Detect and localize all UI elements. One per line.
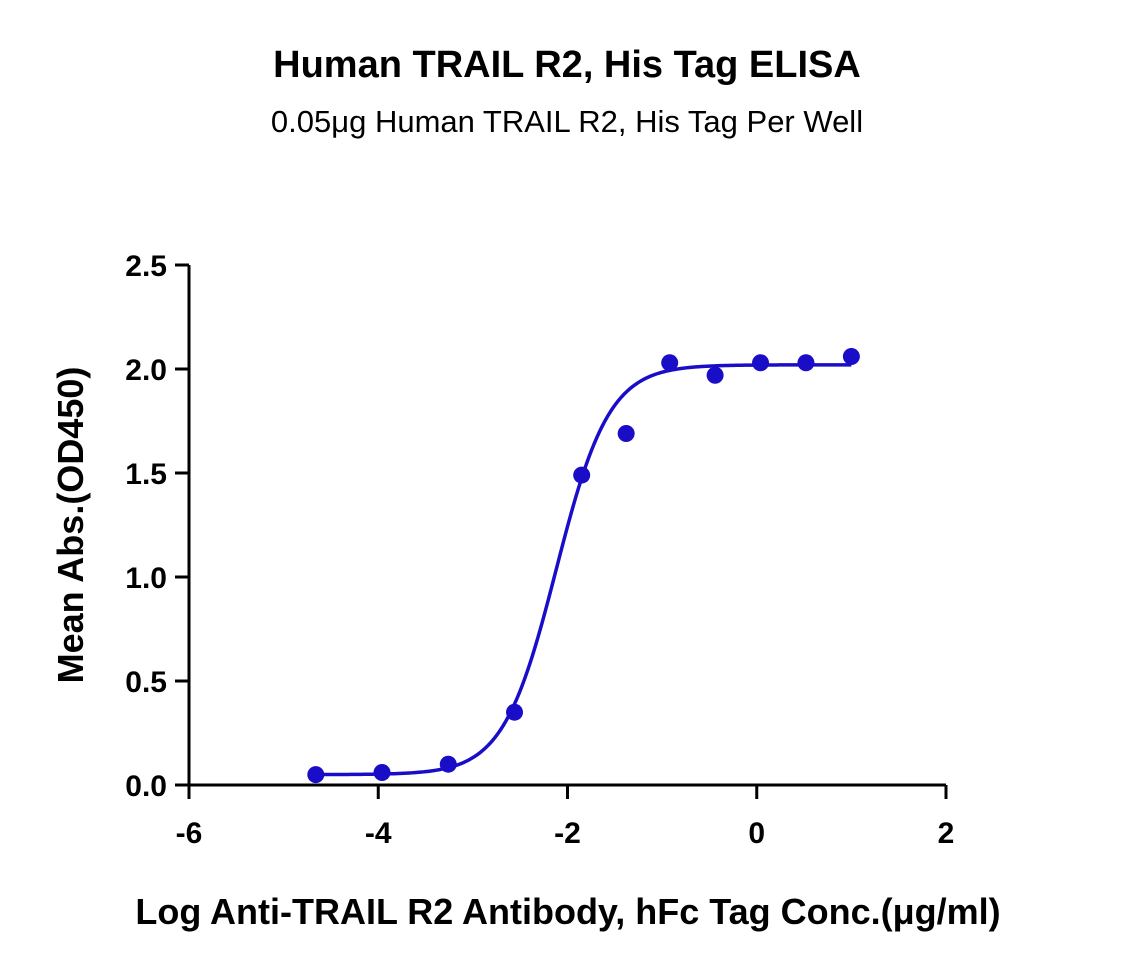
y-tick-label: 1.5 xyxy=(125,458,167,491)
x-tick-label: 2 xyxy=(938,817,955,850)
data-point xyxy=(661,354,679,372)
y-tick-label: 2.5 xyxy=(125,250,167,283)
data-point xyxy=(439,755,457,773)
x-tick-label: -6 xyxy=(176,817,203,850)
chart-subtitle: 0.05μg Human TRAIL R2, His Tag Per Well xyxy=(270,104,864,139)
x-tick-label: -2 xyxy=(554,817,581,850)
x-axis-title: Log Anti-TRAIL R2 Antibody, hFc Tag Conc… xyxy=(135,891,1000,932)
data-points xyxy=(307,348,860,784)
data-point xyxy=(573,466,591,484)
data-point xyxy=(373,764,391,782)
fit-curve-layer xyxy=(315,363,852,777)
data-point xyxy=(706,366,724,384)
x-tick-label: -4 xyxy=(365,817,392,850)
y-axis-title: Mean Abs.(OD450) xyxy=(50,367,91,684)
data-point xyxy=(617,424,635,442)
data-point xyxy=(307,766,325,784)
data-point xyxy=(506,703,524,721)
data-point xyxy=(842,348,860,366)
data-point xyxy=(797,354,815,372)
y-tick-label: 1.0 xyxy=(125,562,167,595)
y-tick-label: 0.0 xyxy=(125,770,167,803)
fit-curve xyxy=(315,363,852,777)
x-tick-label: 0 xyxy=(748,817,765,850)
y-tick-label: 0.5 xyxy=(125,666,167,699)
data-point xyxy=(752,354,770,372)
axes: 0.0 0.5 1.0 1.5 2.0 2.5 -6 -4 -2 0 2 xyxy=(125,250,954,850)
chart-title: Human TRAIL R2, His Tag ELISA xyxy=(273,44,861,86)
y-tick-label: 2.0 xyxy=(125,354,167,387)
